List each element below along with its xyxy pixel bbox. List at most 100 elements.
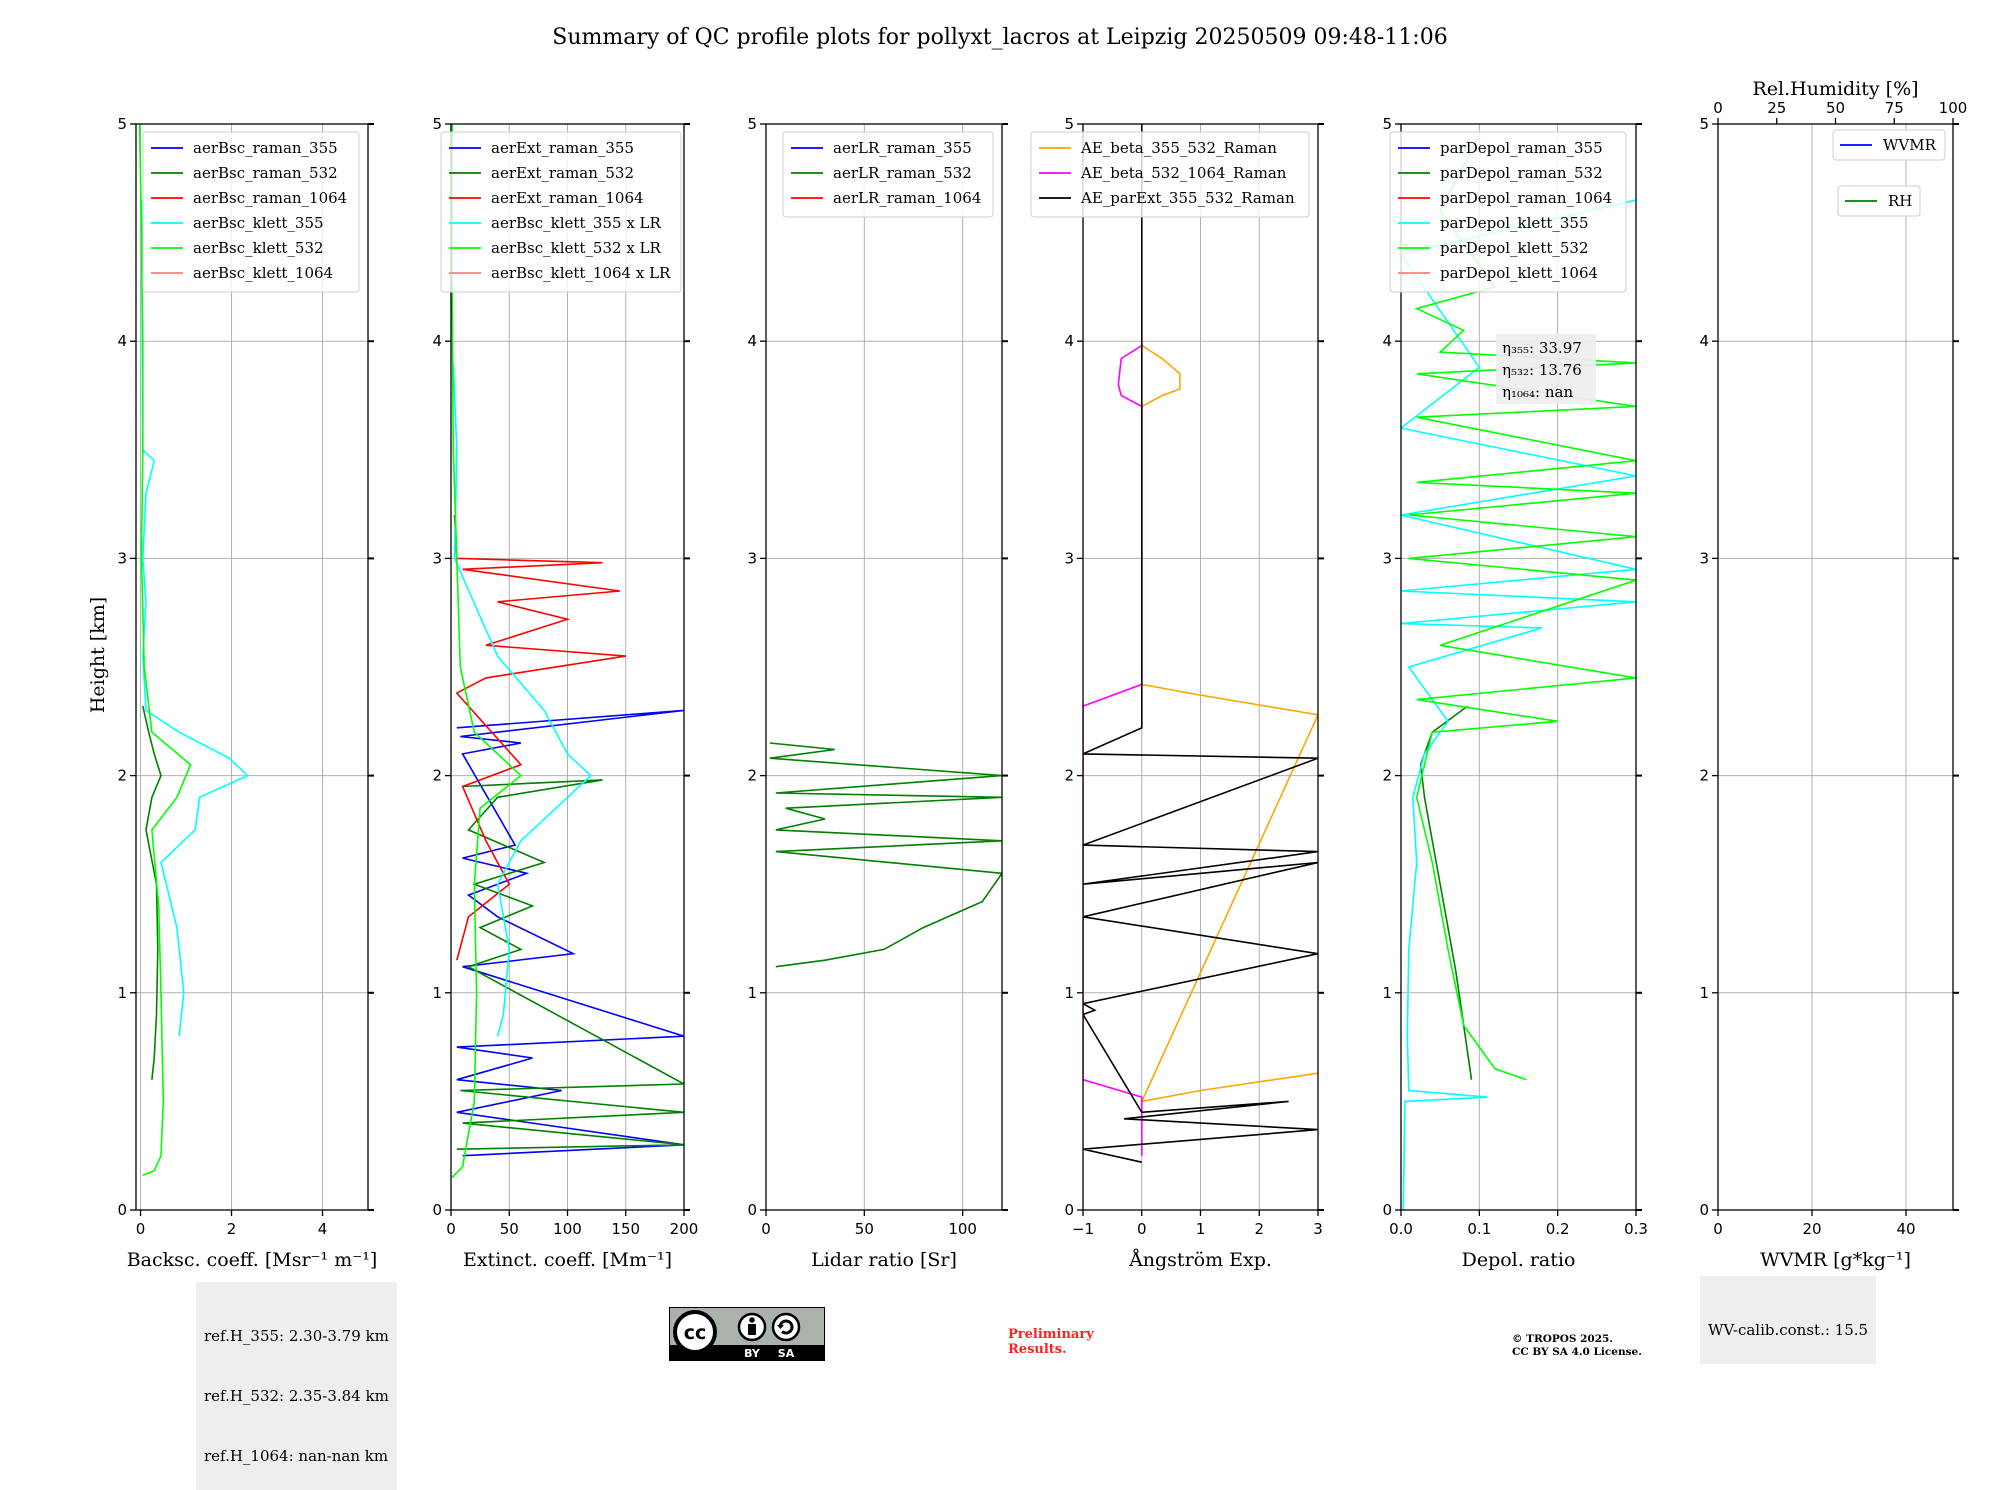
reference-heights-box: ref.H_355: 2.30-3.79 km ref.H_532: 2.35-… — [196, 1282, 397, 1490]
legend-label: AE_beta_532_1064_Raman — [1080, 164, 1287, 182]
legend-angstrom: AE_beta_355_532_Raman AE_beta_532_1064_Ra… — [1030, 131, 1310, 218]
y-tick-label: 0 — [1382, 1201, 1392, 1219]
legend-frame — [142, 131, 360, 293]
y-tick-label: 0 — [1699, 1201, 1709, 1219]
x-axis-label: WVMR [g*kg⁻¹] — [1760, 1249, 1911, 1271]
legend-label: RH — [1888, 192, 1912, 210]
legend-label: AE_parExt_355_532_Raman — [1080, 189, 1295, 207]
preliminary-line-2: Results. — [1008, 1342, 1067, 1357]
ref-height-355: ref.H_355: 2.30-3.79 km — [204, 1327, 389, 1345]
preliminary-line-1: Preliminary — [1008, 1327, 1094, 1342]
legend-extinction: aerExt_raman_355 aerExt_raman_532 aerExt_r… — [440, 131, 682, 293]
panel-backscatter: 0 1 2 3 4 5 0 2 4 Backsc. coeff. [Msr⁻¹ m⁻¹] aerBs… — [117, 115, 377, 1271]
x-tick-label: 1 — [1196, 1220, 1206, 1238]
legend-label: parDepol_raman_1064 — [1440, 189, 1612, 207]
x-tick-label: 3 — [1313, 1220, 1323, 1238]
x-axis-label: Extinct. coeff. [Mm⁻¹] — [463, 1249, 672, 1271]
x-tick-label: 0.3 — [1624, 1220, 1648, 1238]
series-line-pardepol-raman-532 — [1419, 705, 1473, 1080]
y-tick-label: 3 — [117, 549, 127, 567]
series-line-aerbsc-klett-532-x-lr — [451, 124, 523, 1178]
legend-label: parDepol_klett_532 — [1440, 239, 1589, 257]
ref-height-1064: ref.H_1064: nan-nan km — [204, 1447, 389, 1465]
legend-frame — [1832, 129, 1946, 161]
x-tick-label: 0 — [761, 1220, 771, 1238]
series-line-aerbsc-klett-532 — [138, 124, 192, 1176]
y-tick-label: 5 — [432, 115, 442, 133]
legend-frame — [782, 131, 994, 218]
legend-label: aerBsc_klett_532 — [193, 239, 324, 257]
axes-frame — [765, 123, 1003, 1211]
share-alike-icon — [771, 1312, 801, 1342]
y-axis-label: Height [km] — [87, 597, 109, 713]
cc-license-badge: cc BY SA — [669, 1307, 825, 1361]
preliminary-results-note: Preliminary Results. — [1008, 1327, 1094, 1357]
x-tick-label: 20 — [1802, 1220, 1821, 1238]
y-tick-label: 2 — [1382, 767, 1392, 785]
x-axis-label: Lidar ratio [Sr] — [811, 1249, 957, 1271]
y-tick-label: 4 — [747, 332, 757, 350]
y-tick-label: 1 — [1699, 984, 1709, 1002]
top-x-tick-label: 0 — [1713, 99, 1723, 117]
eta-annotation-line: η₃₅₅: 33.97 — [1502, 339, 1582, 357]
y-tick-label: 2 — [1064, 767, 1074, 785]
legend-box-rh: RH — [1837, 185, 1921, 217]
legend-label: WVMR — [1883, 136, 1937, 154]
y-tick-label: 1 — [117, 984, 127, 1002]
y-tick-label: 2 — [432, 767, 442, 785]
figure-title: Summary of QC profile plots for pollyxt_… — [552, 25, 1447, 50]
legend-box-wvmr: WVMR — [1832, 129, 1946, 161]
y-tick-label: 2 — [1699, 767, 1709, 785]
legend-label: aerLR_raman_1064 — [833, 189, 981, 207]
series-line-aerbsc-raman-532 — [142, 705, 162, 1080]
y-tick-label: 0 — [432, 1201, 442, 1219]
y-tick-label: 3 — [1064, 549, 1074, 567]
x-tick-label: 0 — [1137, 1220, 1147, 1238]
x-axis-label: Ångström Exp. — [1128, 1249, 1272, 1271]
panel-depol: 0 1 2 3 4 5 0.0 0.1 0.2 0.3 Depol. ratio parDepol_r… — [1382, 115, 1647, 1271]
eta-annotation-box: η₃₅₅: 33.97 η₅₃₂: 13.76 η₁₀₆₄: nan — [1496, 334, 1596, 404]
copyright-note: © TROPOS 2025. CC BY SA 4.0 License. — [1512, 1333, 1642, 1359]
series-line-aerlr-raman-532 — [769, 742, 1002, 968]
axes-frame — [1717, 123, 1954, 1211]
eta-annotation-line: η₁₀₆₄: nan — [1502, 383, 1573, 401]
x-tick-label: 4 — [318, 1220, 328, 1238]
y-tick-label: 5 — [1064, 115, 1074, 133]
wv-calibration-box: WV-calib.const.: 15.5 — [1700, 1276, 1877, 1364]
series-line-pardepol-klett-355 — [1401, 199, 1636, 1210]
y-tick-label: 5 — [1699, 115, 1709, 133]
legend-label: aerBsc_klett_1064 — [193, 264, 333, 282]
x-tick-label: 0 — [446, 1220, 456, 1238]
y-tick-label: 5 — [1382, 115, 1392, 133]
y-tick-label: 0 — [117, 1201, 127, 1219]
y-tick-label: 0 — [1064, 1201, 1074, 1219]
x-tick-label: 0.0 — [1389, 1220, 1413, 1238]
x-axis-label: Backsc. coeff. [Msr⁻¹ m⁻¹] — [127, 1249, 378, 1271]
legend-label: aerBsc_raman_532 — [193, 164, 338, 182]
legend-label: aerBsc_klett_1064 x LR — [491, 264, 671, 282]
legend-label: aerLR_raman_532 — [833, 164, 972, 182]
y-tick-label: 3 — [432, 549, 442, 567]
x-tick-label: 50 — [500, 1220, 519, 1238]
legend-label: aerExt_raman_355 — [491, 139, 634, 157]
y-tick-label: 2 — [747, 767, 757, 785]
x-tick-label: 200 — [670, 1220, 699, 1238]
x-tick-label: −1 — [1072, 1220, 1094, 1238]
legend-depol: parDepol_raman_355 parDepol_raman_532 parD… — [1389, 131, 1627, 293]
cc-sa-label: SA — [778, 1347, 795, 1360]
legend-label: aerExt_raman_532 — [491, 164, 634, 182]
x-tick-label: 100 — [948, 1220, 977, 1238]
eta-annotation-line: η₅₃₂: 13.76 — [1502, 361, 1582, 379]
y-tick-label: 4 — [1382, 332, 1392, 350]
x-tick-label: 0.2 — [1546, 1220, 1570, 1238]
axes-frame — [1400, 123, 1637, 1211]
ref-height-532: ref.H_532: 2.35-3.84 km — [204, 1387, 389, 1405]
legend-frame — [1837, 185, 1921, 217]
y-tick-label: 2 — [117, 767, 127, 785]
top-x-tick-label: 75 — [1885, 99, 1904, 117]
x-tick-label: 150 — [611, 1220, 640, 1238]
y-tick-label: 4 — [117, 332, 127, 350]
